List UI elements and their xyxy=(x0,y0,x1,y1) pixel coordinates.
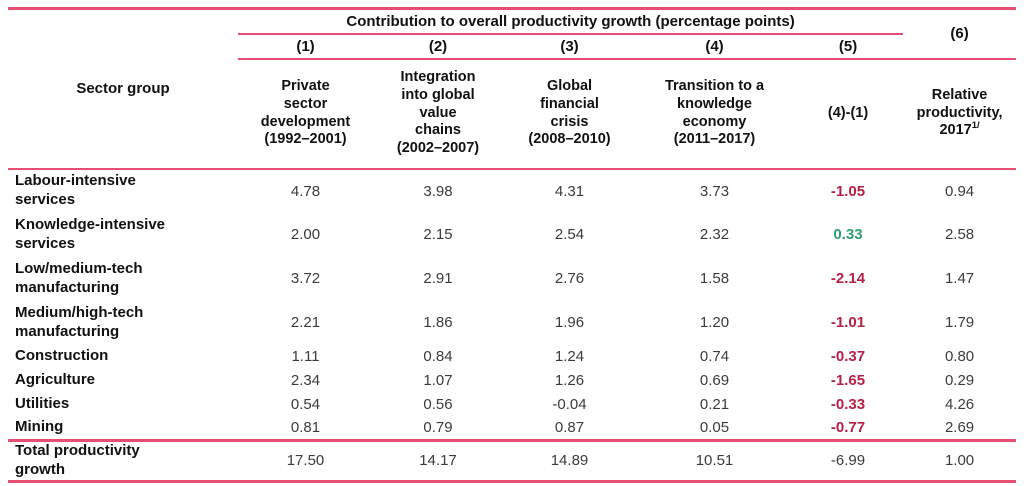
value-cell: -0.77 xyxy=(830,419,866,437)
value-cell: 2.15 xyxy=(423,226,453,243)
table-row: Mining 0.81 0.79 0.87 0.05 -0.77 2.69 xyxy=(8,417,1016,441)
row-label: Total productivity growth xyxy=(8,439,238,483)
value-cell: 2.58 xyxy=(944,226,975,243)
sector-group-header: Sector group xyxy=(8,7,238,170)
value-cell: 0.69 xyxy=(699,372,730,389)
column-number-3: (3) xyxy=(503,33,636,60)
column-header-private-sector-development: Private sector development (1992–2001) xyxy=(238,58,373,170)
column-header-global-financial-crisis: Global financial crisis (2008–2010) xyxy=(503,58,636,170)
total-row: Total productivity growth 17.50 14.17 14.89… xyxy=(8,439,1017,483)
value-cell: 1.26 xyxy=(554,372,585,389)
value-cell: 17.50 xyxy=(238,439,373,483)
column-header-knowledge-economy: Transition to a knowledge economy (2011–… xyxy=(636,58,793,170)
row-label: Agriculture xyxy=(15,371,96,389)
value-cell: 2.76 xyxy=(554,270,585,287)
value-cell: 0.21 xyxy=(699,396,730,413)
value-cell: 1.24 xyxy=(554,348,585,365)
value-cell: 4.31 xyxy=(554,182,585,200)
productivity-table: Sector group Contribution to overall pro… xyxy=(8,7,1017,483)
value-cell: 2.34 xyxy=(290,372,321,389)
table-row: Medium/high-tech manufacturing 2.21 1.86 1.… xyxy=(8,301,1016,345)
value-cell: 2.54 xyxy=(554,226,585,243)
value-cell: 0.29 xyxy=(944,372,975,389)
column-number-5: (5) xyxy=(793,33,904,60)
table-row: Knowledge-intensive services 2.00 2.15 2.54… xyxy=(8,213,1016,257)
column-header-global-value-chains: Integration into global value chains (20… xyxy=(373,58,503,170)
column-header-delta-4-minus-1: (4)-(1) xyxy=(793,58,904,170)
span-title-header: Contribution to overall productivity gro… xyxy=(238,7,904,35)
value-cell: 2.69 xyxy=(944,419,975,437)
column-header-relative-productivity: Relative productivity, 20171/ xyxy=(903,58,1017,170)
row-label: Knowledge-intensive services xyxy=(15,215,166,252)
value-cell: 3.73 xyxy=(699,182,730,200)
value-cell: 3.72 xyxy=(290,270,321,287)
table-row: Agriculture 2.34 1.07 1.26 0.69 -1.65 0.29 xyxy=(8,369,1016,393)
row-label: Construction xyxy=(15,347,109,365)
value-cell: 0.33 xyxy=(833,226,863,243)
value-cell: 14.89 xyxy=(503,439,636,483)
footnote-marker: 1/ xyxy=(971,120,980,132)
relative-productivity-label: Relative productivity, 2017 xyxy=(916,86,1003,139)
value-cell: 10.51 xyxy=(636,439,793,483)
value-cell: -0.04 xyxy=(552,396,587,413)
value-cell: 0.56 xyxy=(423,396,453,413)
value-cell: 1.79 xyxy=(944,314,975,331)
column-number-1: (1) xyxy=(238,33,373,60)
row-label: Low/medium-tech manufacturing xyxy=(15,259,143,296)
value-cell: 0.81 xyxy=(290,419,321,437)
row-label: Labour-intensive services xyxy=(15,172,136,208)
value-cell: -0.33 xyxy=(830,396,866,413)
value-cell: 0.54 xyxy=(290,396,321,413)
value-cell: 1.11 xyxy=(291,348,320,365)
table-row: Construction 1.11 0.84 1.24 0.74 -0.37 0.80 xyxy=(8,345,1016,369)
column-number-2: (2) xyxy=(373,33,503,60)
value-cell: 0.84 xyxy=(423,348,453,365)
table-row: Utilities 0.54 0.56 -0.04 0.21 -0.33 4.26 xyxy=(8,393,1016,417)
value-cell: 1.86 xyxy=(423,314,453,331)
row-label: Medium/high-tech manufacturing xyxy=(15,303,144,340)
value-cell: 1.47 xyxy=(944,270,975,287)
value-cell: -1.01 xyxy=(830,314,866,331)
value-cell: -2.14 xyxy=(830,270,866,287)
value-cell: 2.32 xyxy=(699,226,730,243)
value-cell: 4.26 xyxy=(944,396,975,413)
table-row: Low/medium-tech manufacturing 3.72 2.91 2.7… xyxy=(8,257,1016,301)
value-cell: 3.98 xyxy=(423,182,453,200)
value-cell: 2.21 xyxy=(290,314,321,331)
table-row: Labour-intensive services 4.78 3.98 4.31 3.7… xyxy=(8,169,1016,213)
value-cell: 0.05 xyxy=(699,419,730,437)
table-body: Labour-intensive services 4.78 3.98 4.31 3.7… xyxy=(8,169,1017,483)
value-cell: 0.94 xyxy=(944,182,975,200)
value-cell: -1.65 xyxy=(830,372,866,389)
column-number-6: (6) xyxy=(903,7,1017,60)
value-cell: 2.00 xyxy=(290,226,321,243)
value-cell: 0.74 xyxy=(699,348,730,365)
value-cell: -6.99 xyxy=(793,439,904,483)
header-row-titles: Private sector development (1992–2001) I… xyxy=(8,58,1017,170)
value-cell: 14.17 xyxy=(373,439,503,483)
value-cell: 1.96 xyxy=(554,314,585,331)
value-cell: 4.78 xyxy=(290,182,321,200)
value-cell: 0.87 xyxy=(554,419,585,437)
value-cell: 1.00 xyxy=(903,439,1017,483)
header-row-span: Sector group Contribution to overall pro… xyxy=(8,7,1017,170)
value-cell: -0.37 xyxy=(830,348,866,365)
row-label: Utilities xyxy=(15,395,70,413)
value-cell: 1.20 xyxy=(699,314,730,331)
header-row-numbers: (1) (2) (3) (4) (5) xyxy=(8,33,1016,60)
value-cell: -1.05 xyxy=(830,182,866,200)
table-header: Sector group Contribution to overall pro… xyxy=(8,7,1017,170)
column-number-4: (4) xyxy=(636,33,793,60)
row-label: Mining xyxy=(15,418,64,436)
value-cell: 1.58 xyxy=(699,270,730,287)
value-cell: 2.91 xyxy=(423,270,453,287)
value-cell: 1.07 xyxy=(423,372,453,389)
value-cell: 0.80 xyxy=(944,348,975,365)
value-cell: 0.79 xyxy=(423,419,453,437)
